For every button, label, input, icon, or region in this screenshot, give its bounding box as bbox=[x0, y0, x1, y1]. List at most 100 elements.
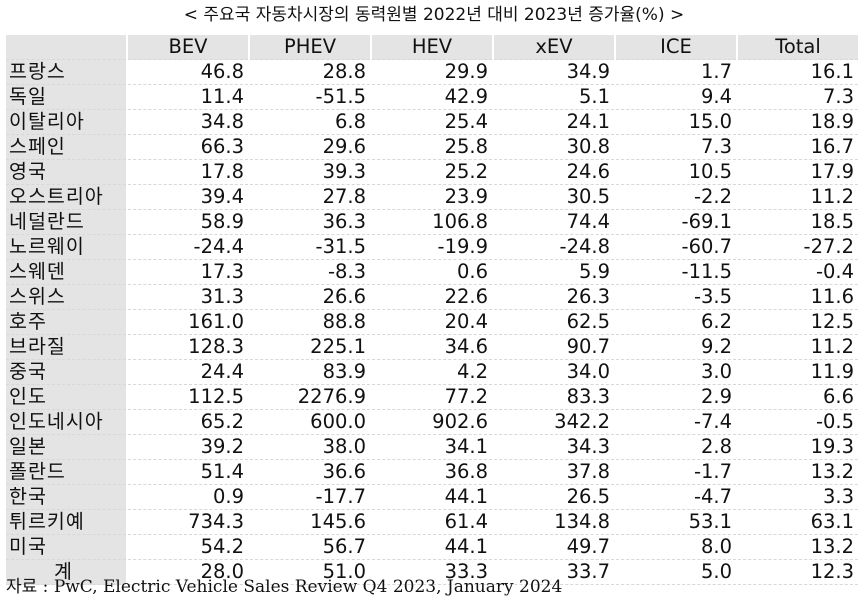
table-cell: 106.8 bbox=[372, 210, 492, 235]
column-header: HEV bbox=[372, 35, 492, 60]
table-cell: 29.6 bbox=[250, 135, 370, 160]
table-row: 스웨덴 17.3 -8.3 0.6 5.9 -11.5 -0.4 bbox=[6, 260, 858, 285]
table-cell: 51.4 bbox=[128, 460, 248, 485]
table-row: 중국 24.4 83.9 4.2 34.0 3.0 11.9 bbox=[6, 360, 858, 385]
table-cell: 18.9 bbox=[738, 110, 858, 135]
table-cell: 39.2 bbox=[128, 435, 248, 460]
table-row: 인도 112.5 2276.9 77.2 83.3 2.9 6.6 bbox=[6, 385, 858, 410]
table-cell: 24.6 bbox=[494, 160, 614, 185]
row-label: 스위스 bbox=[6, 285, 126, 310]
table-cell: 18.5 bbox=[738, 210, 858, 235]
table-cell: -27.2 bbox=[738, 235, 858, 260]
table-cell: 74.4 bbox=[494, 210, 614, 235]
table-cell: -4.7 bbox=[616, 485, 736, 510]
row-label: 오스트리아 bbox=[6, 185, 126, 210]
table-cell: 11.4 bbox=[128, 85, 248, 110]
table-cell: 1.7 bbox=[616, 60, 736, 85]
table-cell: 42.9 bbox=[372, 85, 492, 110]
table-cell: 5.1 bbox=[494, 85, 614, 110]
row-label: 중국 bbox=[6, 360, 126, 385]
table-cell: -8.3 bbox=[250, 260, 370, 285]
table-cell: 36.6 bbox=[250, 460, 370, 485]
row-label: 영국 bbox=[6, 160, 126, 185]
table-cell: -60.7 bbox=[616, 235, 736, 260]
row-label: 노르웨이 bbox=[6, 235, 126, 260]
table-cell: -7.4 bbox=[616, 410, 736, 435]
table-cell: -24.8 bbox=[494, 235, 614, 260]
row-label: 독일 bbox=[6, 85, 126, 110]
table-row: 오스트리아 39.4 27.8 23.9 30.5 -2.2 11.2 bbox=[6, 185, 858, 210]
table-cell: 161.0 bbox=[128, 310, 248, 335]
table-cell: 734.3 bbox=[128, 510, 248, 535]
table-row: 프랑스 46.8 28.8 29.9 34.9 1.7 16.1 bbox=[6, 60, 858, 85]
table-cell: 26.6 bbox=[250, 285, 370, 310]
table-cell: -11.5 bbox=[616, 260, 736, 285]
table-cell: 902.6 bbox=[372, 410, 492, 435]
row-label: 미국 bbox=[6, 535, 126, 560]
table-cell: 134.8 bbox=[494, 510, 614, 535]
table-row: 이탈리아 34.8 6.8 25.4 24.1 15.0 18.9 bbox=[6, 110, 858, 135]
row-label: 호주 bbox=[6, 310, 126, 335]
table-cell: 3.0 bbox=[616, 360, 736, 385]
table-cell: 15.0 bbox=[616, 110, 736, 135]
table-cell: 5.0 bbox=[616, 560, 736, 585]
table-cell: 12.3 bbox=[738, 560, 858, 585]
table-cell: 9.4 bbox=[616, 85, 736, 110]
table-cell: 17.3 bbox=[128, 260, 248, 285]
row-label: 인도네시아 bbox=[6, 410, 126, 435]
table-cell: 44.1 bbox=[372, 485, 492, 510]
table-cell: 29.9 bbox=[372, 60, 492, 85]
header-row: BEV PHEV HEV xEV ICE Total bbox=[6, 35, 858, 60]
table-cell: 112.5 bbox=[128, 385, 248, 410]
table-cell: 600.0 bbox=[250, 410, 370, 435]
table-row: 브라질 128.3 225.1 34.6 90.7 9.2 11.2 bbox=[6, 335, 858, 360]
table-cell: 39.3 bbox=[250, 160, 370, 185]
table-cell: 39.4 bbox=[128, 185, 248, 210]
table-cell: 8.0 bbox=[616, 535, 736, 560]
table-cell: 30.8 bbox=[494, 135, 614, 160]
table-cell: 88.8 bbox=[250, 310, 370, 335]
table-cell: 11.6 bbox=[738, 285, 858, 310]
table-cell: 6.8 bbox=[250, 110, 370, 135]
table-cell: 20.4 bbox=[372, 310, 492, 335]
table-cell: 2.8 bbox=[616, 435, 736, 460]
table-cell: 51.0 bbox=[250, 560, 370, 585]
table-cell: 25.2 bbox=[372, 160, 492, 185]
table-row: 튀르키예 734.3 145.6 61.4 134.8 53.1 63.1 bbox=[6, 510, 858, 535]
table-cell: 58.9 bbox=[128, 210, 248, 235]
table-cell: 0.9 bbox=[128, 485, 248, 510]
table-cell: 145.6 bbox=[250, 510, 370, 535]
table-cell: 6.2 bbox=[616, 310, 736, 335]
column-header: Total bbox=[738, 35, 858, 60]
table-row: 폴란드 51.4 36.6 36.8 37.8 -1.7 13.2 bbox=[6, 460, 858, 485]
row-label: 한국 bbox=[6, 485, 126, 510]
table-cell: -69.1 bbox=[616, 210, 736, 235]
table-cell: -31.5 bbox=[250, 235, 370, 260]
table-cell: 37.8 bbox=[494, 460, 614, 485]
table-cell: 54.2 bbox=[128, 535, 248, 560]
table-cell: 26.5 bbox=[494, 485, 614, 510]
table-cell: -0.5 bbox=[738, 410, 858, 435]
table-cell: 25.4 bbox=[372, 110, 492, 135]
table-title: < 주요국 자동차시장의 동력원별 2022년 대비 2023년 증가율(%) … bbox=[183, 5, 685, 25]
row-label: 계 bbox=[6, 560, 126, 585]
row-label: 이탈리아 bbox=[6, 110, 126, 135]
table-row: 인도네시아 65.2 600.0 902.6 342.2 -7.4 -0.5 bbox=[6, 410, 858, 435]
table-cell: 83.9 bbox=[250, 360, 370, 385]
table-row: 일본 39.2 38.0 34.1 34.3 2.8 19.3 bbox=[6, 435, 858, 460]
table-cell: 26.3 bbox=[494, 285, 614, 310]
table-cell: 30.5 bbox=[494, 185, 614, 210]
table-cell: 342.2 bbox=[494, 410, 614, 435]
table-cell: 34.1 bbox=[372, 435, 492, 460]
table-cell: 53.1 bbox=[616, 510, 736, 535]
table-body: 프랑스 46.8 28.8 29.9 34.9 1.7 16.1 독일 11.4 -51.5 42.… bbox=[6, 60, 858, 585]
row-label: 프랑스 bbox=[6, 60, 126, 85]
table-cell: 83.3 bbox=[494, 385, 614, 410]
table-cell: 46.8 bbox=[128, 60, 248, 85]
table-cell: 38.0 bbox=[250, 435, 370, 460]
table-cell: 23.9 bbox=[372, 185, 492, 210]
table-cell: 13.2 bbox=[738, 460, 858, 485]
table-row: 네덜란드 58.9 36.3 106.8 74.4 -69.1 18.5 bbox=[6, 210, 858, 235]
table-cell: 27.8 bbox=[250, 185, 370, 210]
table-cell: 225.1 bbox=[250, 335, 370, 360]
